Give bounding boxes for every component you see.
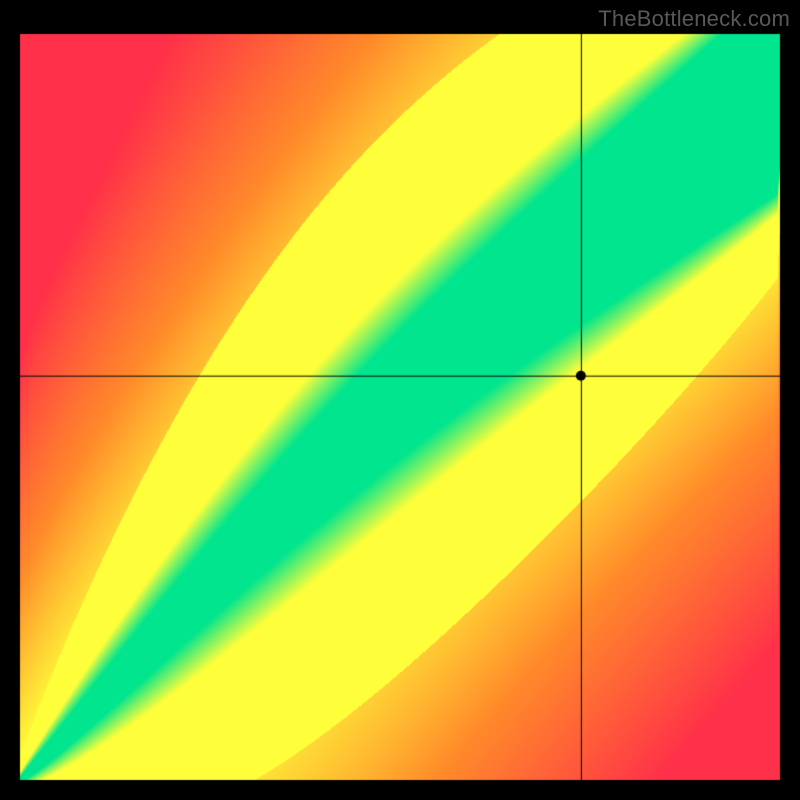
watermark-text: TheBottleneck.com (598, 6, 790, 32)
heatmap-canvas (0, 0, 800, 800)
chart-container: TheBottleneck.com (0, 0, 800, 800)
